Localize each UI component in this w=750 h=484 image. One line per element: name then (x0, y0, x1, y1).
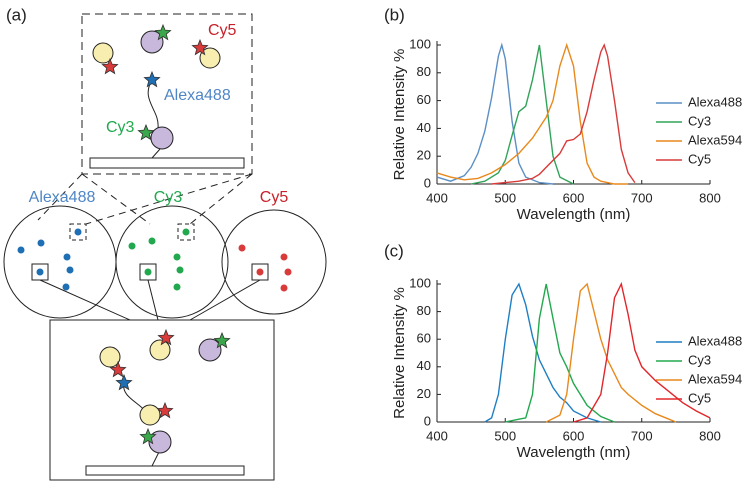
legend-label: Alexa594 (688, 132, 742, 147)
y-tick-label: 40 (417, 358, 431, 373)
y-axis-label: Relative Intensity % (391, 49, 408, 181)
substrate (89, 157, 245, 169)
channel-label: Alexa488 (29, 189, 96, 206)
y-tick-label: 20 (417, 386, 431, 401)
x-axis-label: Wavelength (nm) (517, 444, 631, 461)
zoom-box (81, 13, 253, 175)
bead (199, 47, 221, 69)
bead (150, 126, 174, 150)
spectrum-line (436, 42, 629, 185)
substrate (85, 465, 245, 476)
bead (198, 338, 222, 362)
label: Cy3 (106, 119, 135, 136)
bead (92, 42, 114, 64)
x-tick-label: 500 (494, 428, 516, 443)
panel-label: (a) (6, 5, 27, 24)
y-tick-label: 0 (424, 413, 431, 428)
dots (17, 228, 82, 291)
bead (139, 404, 161, 426)
diagram (3, 13, 327, 481)
x-tick-label: 600 (563, 428, 585, 443)
spectrum-line (470, 44, 574, 185)
y-tick-label: 80 (417, 303, 431, 318)
star (143, 71, 161, 87)
field (221, 209, 327, 315)
x-tick-label: 400 (426, 428, 448, 443)
x-tick-label: 500 (494, 190, 516, 205)
roi (69, 223, 87, 241)
channel-label: Cy5 (260, 189, 289, 206)
dots (238, 244, 292, 292)
y-tick-label: 40 (417, 120, 431, 135)
x-axis-label: Wavelength (nm) (517, 206, 631, 223)
y-tick-label: 100 (409, 36, 431, 51)
panel-label: (c) (384, 241, 404, 260)
x-tick-label: 700 (631, 190, 653, 205)
y-tick-label: 100 (409, 275, 431, 290)
bead (99, 346, 121, 368)
legend-label: Cy3 (688, 113, 711, 128)
channel-label: Cy3 (154, 189, 183, 206)
field (3, 205, 117, 319)
field (115, 205, 229, 319)
legend-label: Cy5 (688, 390, 711, 405)
x-tick-label: 700 (631, 428, 653, 443)
y-tick-label: 60 (417, 92, 431, 107)
spectrum-line (491, 43, 636, 185)
y-tick-label: 60 (417, 331, 431, 346)
spectrum-line (545, 282, 677, 423)
label: Cy5 (208, 22, 237, 39)
bead (140, 30, 164, 54)
label: Alexa488 (164, 87, 231, 104)
x-tick-label: 400 (426, 190, 448, 205)
x-tick-label: 800 (699, 428, 721, 443)
legend-label: Cy5 (688, 151, 711, 166)
bead (148, 430, 172, 454)
tether (123, 382, 163, 467)
x-tick-label: 600 (563, 190, 585, 205)
legend-label: Cy3 (688, 352, 711, 367)
roi (177, 223, 195, 241)
y-tick-label: 80 (417, 64, 431, 79)
legend-label: Alexa488 (688, 94, 742, 109)
legend-label: Alexa488 (688, 333, 742, 348)
y-tick-label: 20 (417, 148, 431, 163)
y-tick-label: 0 (424, 175, 431, 190)
y-axis-label: Relative Intensity % (391, 287, 408, 419)
dots (128, 228, 190, 291)
zoom-line (37, 173, 253, 225)
bead (149, 339, 171, 361)
panel-label: (b) (384, 5, 405, 24)
spectrum-line (436, 42, 554, 185)
link (39, 279, 261, 321)
spectrum-line (505, 283, 615, 423)
x-tick-label: 800 (699, 190, 721, 205)
legend-label: Alexa594 (688, 371, 742, 386)
spectrum-line (484, 282, 602, 423)
overlay-box (49, 319, 275, 481)
spectrum-line (573, 281, 711, 423)
